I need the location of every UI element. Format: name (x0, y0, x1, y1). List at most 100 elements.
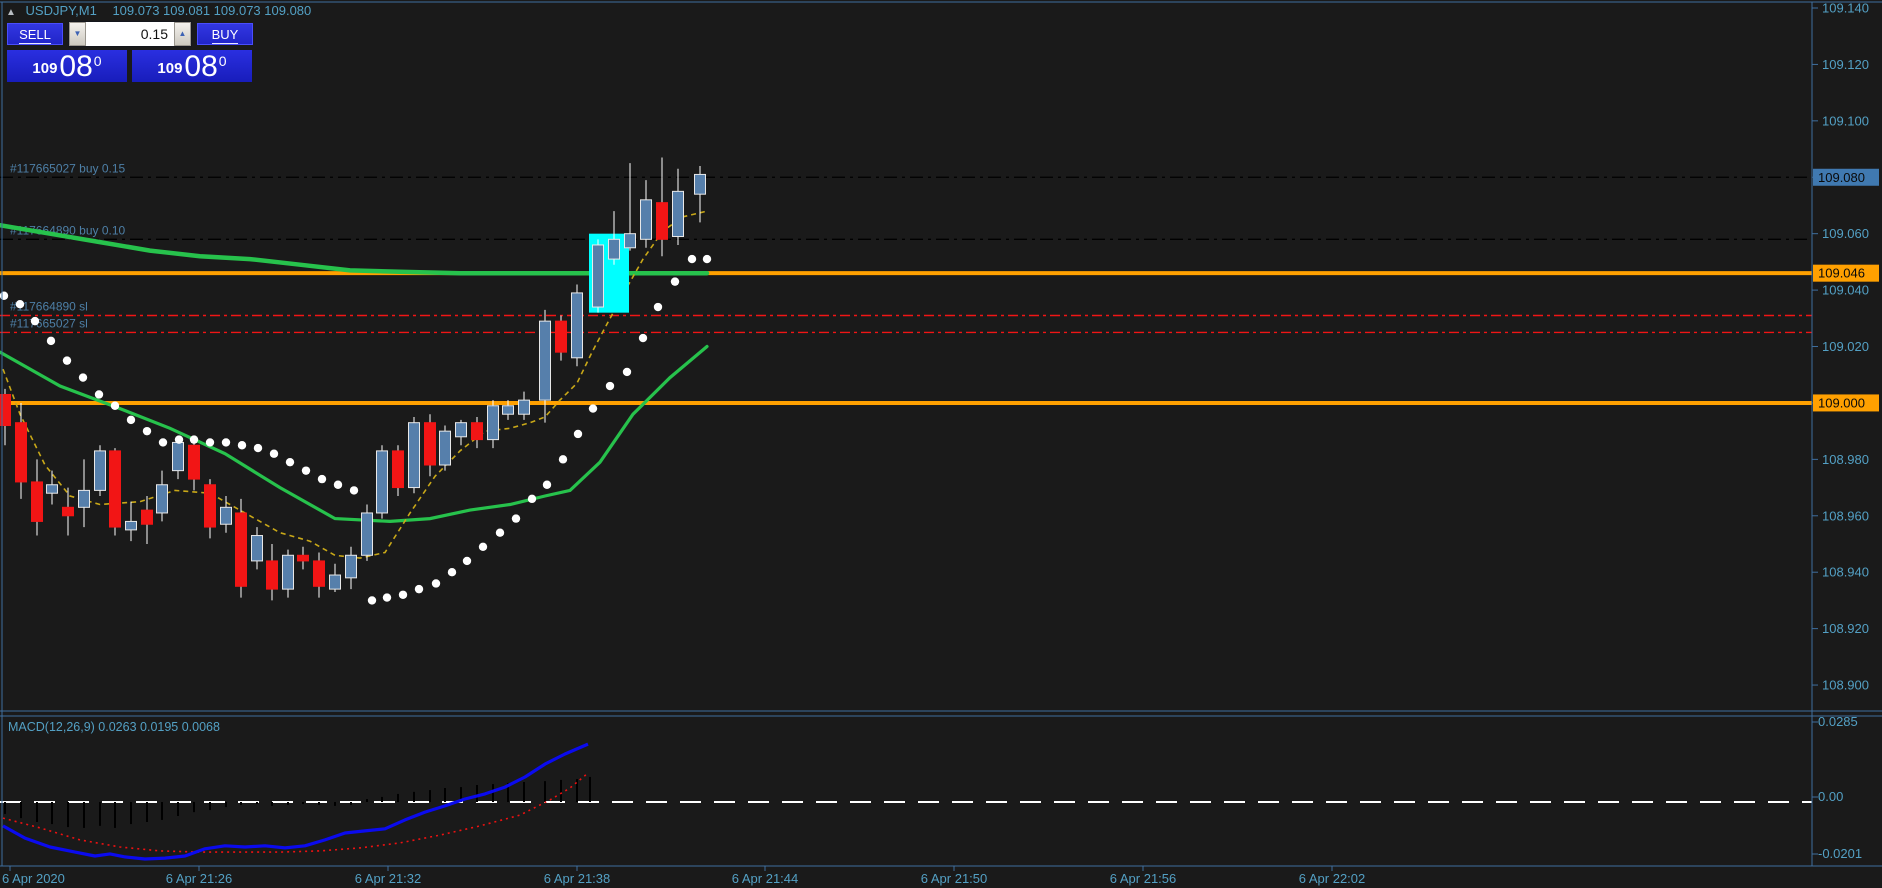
psar-dot (702, 254, 712, 264)
ma-green-slow-line (0, 222, 710, 276)
psar-dot (462, 556, 472, 566)
psar-dot (301, 466, 311, 475)
candle-body-bull (608, 238, 620, 260)
candle-body-bear (471, 422, 483, 441)
time-axis-label: 6 Apr 21:32 (355, 871, 422, 886)
candle-body-bear (555, 320, 567, 353)
candle-body-bull (571, 292, 583, 359)
buy-price-tile[interactable]: 109 08 0 (132, 50, 252, 82)
sell-price-prefix: 109 (32, 60, 58, 77)
price-axis-label: 108.940 (1822, 565, 1869, 580)
psar-dot (495, 528, 505, 537)
psar-dot (0, 291, 9, 300)
volume-increase-button[interactable]: ▲ (174, 22, 191, 46)
candle-body-bull (282, 554, 294, 590)
candle-body-bull (329, 574, 341, 590)
sell-button[interactable]: SELL (7, 23, 63, 45)
psar-dot (62, 356, 72, 365)
psar-dot (237, 441, 247, 450)
psar-dot (253, 443, 263, 453)
price-axis-label: 109.060 (1822, 226, 1869, 241)
price-axis-label: 109.100 (1822, 113, 1869, 128)
price-axis[interactable]: 109.140 109.120 109.100 109.080 109.060 109.0… (1812, 1, 1879, 862)
chart-header: ▲ USDJPY,M1 109.073 109.081 109.073 109.… (6, 3, 311, 18)
candle-body-bull (251, 535, 263, 562)
psar-dot (382, 593, 392, 602)
macd-main-line (2, 742, 589, 861)
buy-button[interactable]: BUY (197, 23, 253, 45)
candle-body-bull (487, 405, 499, 441)
psar-dot (367, 596, 377, 605)
psar-dot (447, 568, 457, 577)
psar-dot (78, 373, 88, 382)
psar-dot (622, 367, 632, 377)
candle-body-bull (408, 422, 420, 489)
time-axis[interactable]: 6 Apr 2020 6 Apr 21:26 6 Apr 21:32 6 Apr 21… (2, 866, 1365, 886)
candle-body-bull (439, 430, 451, 466)
buy-price-sup: 0 (218, 53, 227, 69)
candle-body-bull (640, 199, 652, 240)
price-tag-orange (1813, 394, 1879, 412)
time-axis-label: 6 Apr 21:44 (732, 871, 799, 886)
price-tag-current-text: 109.080 (1818, 170, 1865, 185)
price-axis-label: 109.140 (1822, 1, 1869, 16)
one-click-trading-panel: SELL ▼ ▲ BUY 109 08 0 109 08 0 (7, 21, 257, 82)
candle-body-bull (46, 484, 58, 494)
candle-body-bull (672, 190, 684, 238)
psar-dot (431, 579, 441, 588)
candle-body-bull (78, 489, 90, 508)
ma-yellow-dotted-line (2, 210, 708, 559)
candle-body-bull (376, 450, 388, 514)
psar-dot (542, 480, 552, 489)
price-axis-label: 108.960 (1822, 508, 1869, 523)
sell-price-tile[interactable]: 109 08 0 (7, 50, 127, 82)
time-axis-label: 6 Apr 2020 (2, 871, 65, 886)
candle-body-bull (345, 554, 357, 579)
psar-dot (110, 401, 120, 410)
psar-dot (588, 404, 598, 413)
candle-body-bear (424, 422, 436, 466)
volume-input[interactable] (86, 22, 174, 46)
volume-decrease-button[interactable]: ▼ (69, 22, 86, 46)
candle-body-bull (220, 506, 232, 525)
candle-body-bear (109, 450, 121, 528)
psar-dot (605, 381, 615, 391)
candle-body-bear (392, 450, 404, 489)
psar-dot (687, 254, 697, 264)
price-axis-label: 109.020 (1822, 339, 1869, 354)
psar-dot (269, 449, 279, 458)
psar-dot (189, 435, 199, 444)
candle-body-bear (266, 560, 278, 590)
psar-dot (670, 277, 680, 286)
price-axis-label: 109.120 (1822, 57, 1869, 72)
time-axis-label: 6 Apr 21:56 (1110, 871, 1177, 886)
psar-dot (527, 494, 537, 504)
psar-dot (46, 336, 56, 346)
candle-body-bull (518, 399, 530, 415)
psar-dot (333, 480, 343, 489)
psar-dot (205, 438, 215, 447)
psar-dot (638, 333, 648, 343)
psar-dot (15, 300, 25, 309)
psar-dot (398, 590, 408, 599)
candle-body-bear (188, 444, 200, 480)
price-tag-orange-text: 109.046 (1818, 266, 1865, 281)
buy-button-label: BUY (211, 26, 239, 44)
candle-body-bull (539, 320, 551, 401)
symbol-period-label: USDJPY,M1 (25, 3, 97, 18)
psar-dot (653, 302, 663, 312)
candle-body-bull (502, 405, 514, 415)
ma-green-fast-line (0, 344, 709, 524)
collapse-expand-icon[interactable]: ▲ (6, 7, 16, 18)
time-axis-label: 6 Apr 22:02 (1299, 871, 1366, 886)
price-axis-label: 108.900 (1822, 678, 1869, 693)
candle-body-bear (0, 393, 11, 427)
psar-dot (30, 316, 40, 326)
candle-body-bear (313, 560, 325, 587)
stoploss-label: #117664890 sl (10, 299, 88, 313)
candle-body-bull (94, 450, 106, 491)
psar-dot (573, 429, 583, 439)
candle-body-bear (235, 512, 247, 587)
